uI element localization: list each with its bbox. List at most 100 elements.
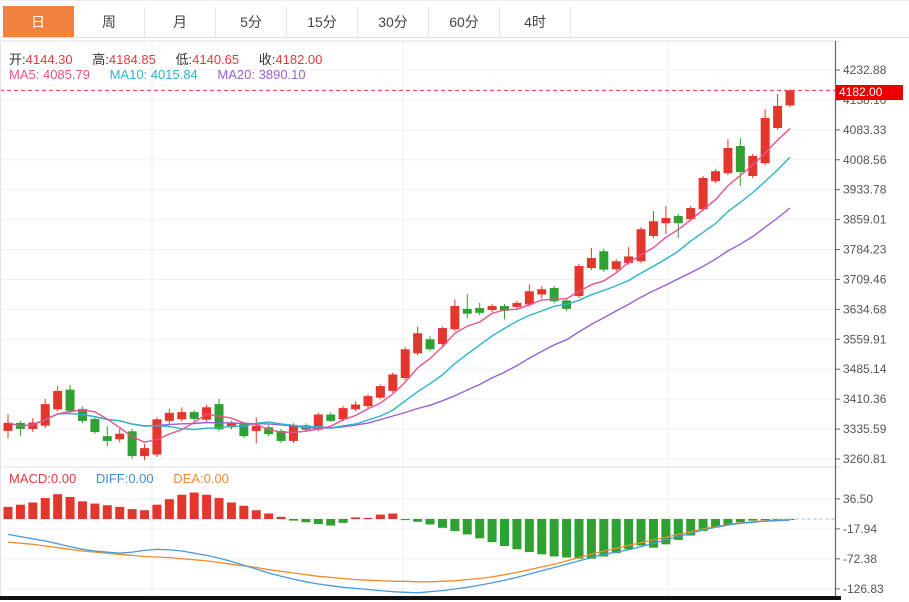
current-price-badge: 4182.00 [836,85,903,100]
ma5-label: MA5: [9,67,40,82]
candle-bearish [127,431,137,457]
macd-tick-label: -126.83 [843,582,884,596]
candle-bearish [102,436,112,441]
diff-label: DIFF: [95,471,129,486]
ma5-line [7,127,791,443]
tab-month[interactable]: 月 [145,6,216,37]
candle-bullish [624,256,634,263]
candle-bearish [462,308,472,314]
candle-bullish [636,229,646,262]
tab-5min[interactable]: 5分 [216,6,287,37]
ma10-label: MA10: [109,67,148,82]
macd-bar [673,519,683,540]
candle-bullish [3,422,13,431]
dea-value: 0.00 [203,471,229,486]
chart-bottom-border [0,596,841,600]
candle-bullish [313,414,323,430]
candle-bullish [288,425,298,441]
macd-bar [313,519,323,524]
macd-bar [413,519,423,522]
macd-bar [226,502,236,519]
price-tick-label: 3260.81 [843,452,887,466]
ma10-value: 4015.84 [150,67,198,82]
price-tick-label: 4008.56 [843,153,887,167]
candle-bearish [500,306,510,311]
macd-bar [3,506,13,519]
candle-bullish [760,117,770,164]
candle-bullish [400,349,410,379]
high-value: 4184.85 [108,52,156,67]
macd-bar [487,519,497,543]
candle-bullish [226,422,236,428]
macd-bar [723,519,733,525]
candle-bearish [673,216,683,224]
price-tick-label: 3709.46 [843,272,887,286]
candle-bullish [723,147,733,174]
macd-bar [15,504,25,519]
candle-bearish [276,430,286,441]
price-tick-label: 3559.91 [843,332,887,346]
tab-60min[interactable]: 60分 [429,6,500,37]
high-label: 高: [92,52,109,67]
price-tick-label: 4083.33 [843,123,887,137]
macd-tick-label: 36.50 [843,492,873,506]
tab-4hour[interactable]: 4时 [500,6,571,37]
candle-bullish [164,412,174,421]
ma10-line [7,156,791,431]
candle-bearish [264,427,274,435]
macd-bar [636,519,646,546]
candle-bearish [189,412,199,419]
dea-label: DEA: [173,471,204,486]
candle-bullish [413,333,423,354]
macd-value: 0.00 [50,471,77,486]
tab-week[interactable]: 周 [74,6,145,37]
macd-bar [475,519,485,539]
macd-bar [524,519,534,553]
macd-bar [189,492,199,519]
macd-label: MACD: [9,471,51,486]
ma20-line [7,207,791,429]
candle-bullish [177,412,187,420]
candle-bullish [140,448,150,457]
price-tick-label: 3410.36 [843,392,887,406]
macd-bar [127,509,137,519]
macd-bar [40,498,50,519]
candle-bullish [785,90,795,106]
macd-bar [611,519,621,554]
open-label: 开: [9,52,26,67]
candle-bullish [773,105,783,128]
candle-bullish [648,221,658,237]
macd-bar [512,519,522,550]
macd-bar [276,516,286,519]
tab-day[interactable]: 日 [3,6,74,37]
macd-tick-label: -72.38 [843,552,877,566]
macd-bar [164,499,174,519]
macd-bar [28,502,38,519]
macd-bar [425,519,435,525]
price-tick-label: 3933.78 [843,183,887,197]
dea-line [7,518,791,583]
candle-bullish [524,291,534,305]
macd-bar [574,519,584,559]
candle-bullish [363,396,373,407]
macd-bar [624,519,634,550]
price-tick-label: 4232.88 [843,63,887,77]
macd-bar [115,506,125,519]
candle-bullish [698,177,708,210]
macd-bar [239,505,249,519]
candle-bullish [152,419,162,455]
price-tick-label: 3634.68 [843,302,887,316]
tab-15min[interactable]: 15分 [287,6,358,37]
candle-bearish [425,339,435,350]
macd-bar [375,514,385,519]
ma20-value: 3890.10 [258,67,306,82]
macd-bar [748,519,758,521]
macd-bar [735,519,745,523]
candle-bullish [711,171,721,182]
candle-bullish [53,390,63,410]
macd-bar [661,519,671,545]
candle-bullish [28,422,38,429]
macd-bar [586,519,596,559]
tab-30min[interactable]: 30分 [358,6,429,37]
